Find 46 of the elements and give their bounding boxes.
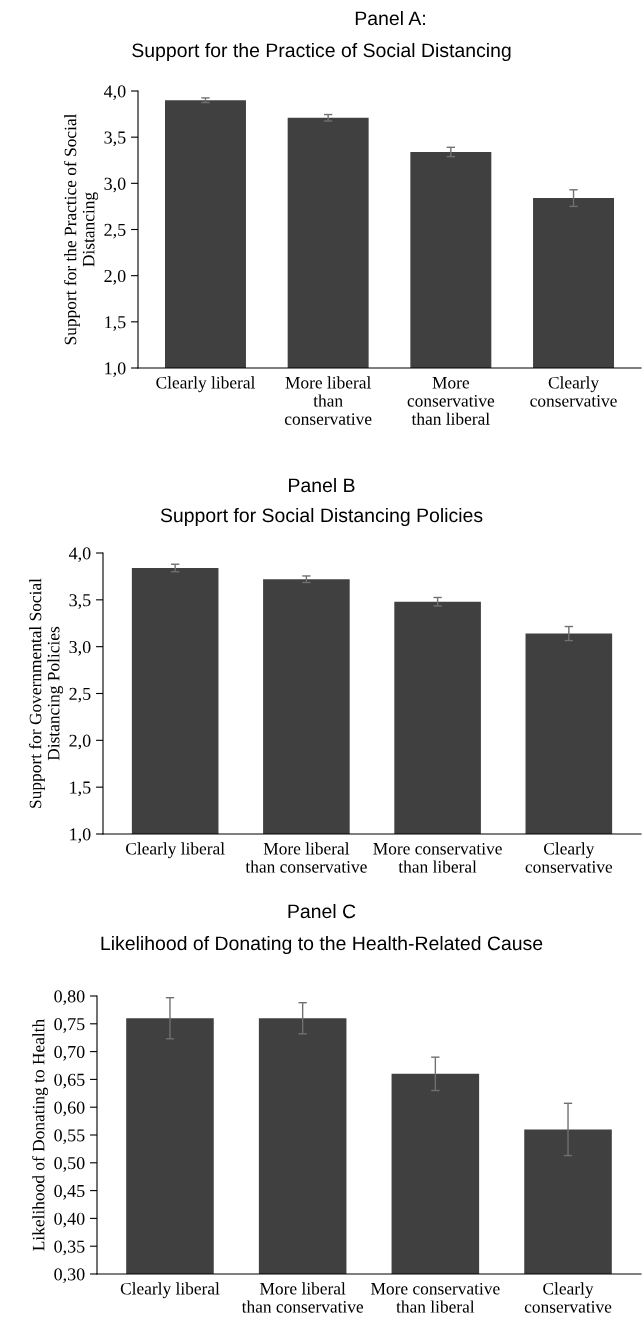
y-tick-label: 3,5	[69, 594, 91, 609]
y-tick-label: 1,5	[105, 316, 126, 331]
y-tick-label: 0,55	[54, 1129, 85, 1145]
x-tick-label: More conservative than liberal	[371, 1282, 500, 1313]
chart-title: Panel C	[288, 903, 356, 919]
chart-title: Panel A:	[355, 10, 425, 26]
x-tick-label: Clearly conservative	[525, 842, 613, 873]
x-tick-label: Clearly liberal	[156, 376, 256, 393]
y-tick-label: 3,0	[104, 177, 126, 193]
y-axis-title: Support for Governmental Social Distancing Policies	[28, 578, 64, 808]
x-tick-label: Clearly liberal	[120, 1282, 220, 1299]
y-tick-label: 2,0	[69, 734, 91, 750]
y-tick-label: 0,45	[54, 1184, 85, 1200]
x-tick-label: Clearly conservative	[524, 1282, 612, 1313]
y-tick-label: 3,5	[104, 131, 126, 147]
y-axis-title: Likelihood of Donating to Health	[32, 1019, 49, 1251]
x-tick-label: More liberal than conservative	[284, 376, 372, 425]
y-tick-label: 0,75	[54, 1018, 85, 1033]
y-tick-label: 1,0	[70, 828, 91, 844]
chart-subtitle: Likelihood of Donating to the Health-Related Cause	[101, 935, 543, 955]
y-tick-label: 0,40	[54, 1212, 85, 1228]
x-tick-label: Clearly liberal	[125, 842, 225, 859]
chart-subtitle: Support for the Practice of Social Distancing	[132, 42, 511, 62]
y-tick-label: 2,5	[69, 687, 91, 703]
y-tick-label: 2,5	[104, 223, 126, 239]
y-tick-label: 2,0	[104, 269, 126, 285]
y-tick-label: 3,0	[69, 640, 91, 656]
y-tick-label: 0,50	[54, 1157, 85, 1172]
x-tick-label: More conservative than liberal	[373, 842, 502, 873]
y-tick-label: 0,70	[54, 1045, 85, 1061]
y-tick-label: 1,0	[105, 362, 126, 378]
y-tick-label: 1,5	[70, 781, 91, 797]
y-tick-label: 0,35	[54, 1240, 85, 1256]
y-tick-label: 0,60	[54, 1101, 85, 1117]
x-tick-label: More liberal than conservative	[241, 1282, 364, 1313]
y-tick-label: 0,80	[54, 990, 85, 1006]
x-tick-label: More liberal than conservative	[245, 842, 367, 873]
y-tick-label: 0,65	[54, 1073, 85, 1089]
y-tick-label: 4,0	[103, 85, 126, 101]
y-axis-title: Support for the Practice of Social Distancing	[63, 113, 99, 345]
x-tick-label: Clearly conservative	[530, 376, 617, 407]
y-tick-label: 0,30	[54, 1268, 85, 1284]
chart-subtitle: Support for Social Distancing Policies	[160, 507, 483, 527]
x-tick-label: More conservative than liberal	[407, 377, 495, 425]
y-tick-label: 4,0	[68, 547, 91, 563]
chart-title: Panel B	[289, 477, 355, 493]
